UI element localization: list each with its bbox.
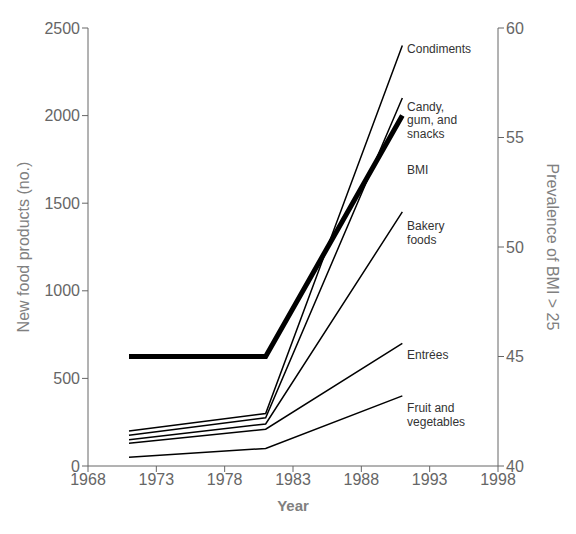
svg-text:40: 40 <box>506 458 524 475</box>
svg-text:0: 0 <box>71 458 80 475</box>
svg-text:Entrées: Entrées <box>407 348 448 362</box>
svg-text:55: 55 <box>506 129 524 146</box>
svg-text:Candy,gum, andsnacks: Candy,gum, andsnacks <box>407 100 457 142</box>
svg-text:BMI: BMI <box>407 163 428 177</box>
svg-text:New food products (no.): New food products (no.) <box>15 162 32 333</box>
svg-text:1500: 1500 <box>44 195 80 212</box>
svg-text:1988: 1988 <box>344 471 380 488</box>
svg-text:Prevalence of BMI > 25: Prevalence of BMI > 25 <box>544 164 561 331</box>
svg-text:1973: 1973 <box>139 471 175 488</box>
svg-text:2500: 2500 <box>44 20 80 37</box>
svg-text:60: 60 <box>506 20 524 37</box>
svg-text:500: 500 <box>53 370 80 387</box>
svg-text:Condiments: Condiments <box>407 42 471 56</box>
svg-text:Year: Year <box>277 497 309 514</box>
svg-text:45: 45 <box>506 348 524 365</box>
svg-text:1978: 1978 <box>207 471 243 488</box>
svg-text:1998: 1998 <box>480 471 516 489</box>
svg-text:Bakeryfoods: Bakeryfoods <box>407 219 444 247</box>
svg-text:1993: 1993 <box>412 471 448 488</box>
svg-text:1983: 1983 <box>275 471 311 488</box>
svg-text:1968: 1968 <box>70 471 106 489</box>
svg-text:1000: 1000 <box>44 282 80 299</box>
svg-text:2000: 2000 <box>44 107 80 124</box>
svg-text:Fruit andvegetables: Fruit andvegetables <box>407 401 465 429</box>
svg-text:50: 50 <box>506 239 524 256</box>
